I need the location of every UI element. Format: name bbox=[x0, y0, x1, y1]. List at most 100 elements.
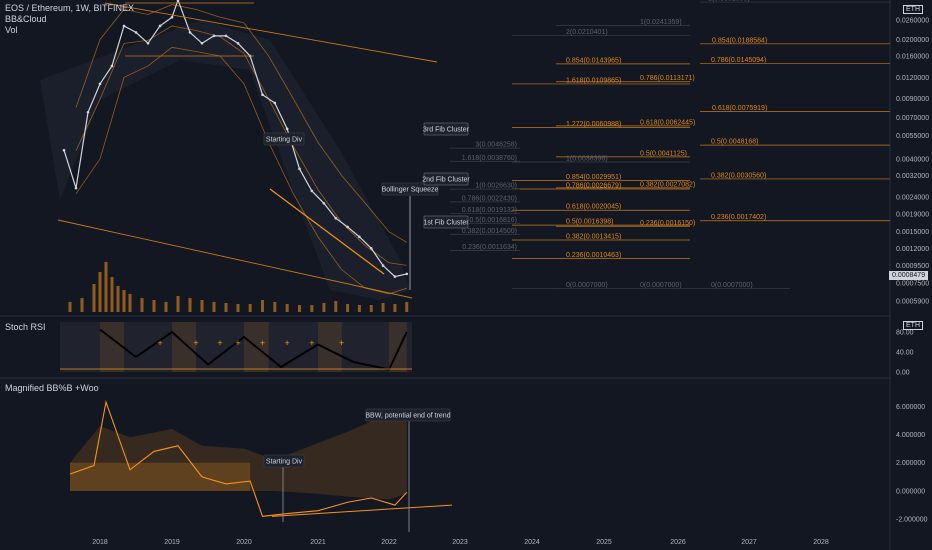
price-axis-tick: 0.0090000 bbox=[896, 96, 929, 103]
time-axis-tick: 2024 bbox=[524, 539, 540, 546]
time-axis-tick: 2020 bbox=[236, 539, 252, 546]
price-axis-tick: 0.0260000 bbox=[896, 18, 929, 25]
volume-bar bbox=[68, 302, 72, 312]
price-axis-tick: 0.0032000 bbox=[896, 173, 929, 180]
stoch-rsi-title[interactable]: Stoch RSI bbox=[5, 322, 46, 332]
bbpct-line bbox=[69, 399, 408, 517]
volume-bar bbox=[273, 302, 277, 312]
divergence-line-indicator bbox=[271, 504, 453, 517]
volume-bar bbox=[405, 302, 409, 312]
stoch-cross-marker: + bbox=[309, 338, 314, 348]
price-point bbox=[358, 235, 361, 239]
fib-level-label: 3(0.0046258) bbox=[475, 142, 517, 149]
fib-cluster-1-label-box bbox=[423, 215, 469, 229]
volume-bar bbox=[98, 272, 102, 312]
volume-bar bbox=[261, 300, 264, 312]
bb-cloud-area bbox=[40, 20, 410, 300]
magnified-title[interactable]: Magnified BB%B +Woo bbox=[5, 383, 99, 393]
price-point bbox=[393, 275, 397, 278]
fib-level-label: 0.618(0.0062445) bbox=[640, 119, 695, 126]
volume-bar bbox=[140, 298, 144, 312]
indicator-volume[interactable]: Vol bbox=[5, 25, 18, 35]
price-axis-tick: 0.0120000 bbox=[896, 75, 929, 82]
fib-level-label: 0.236(0.0011634) bbox=[462, 244, 517, 251]
fib-level-label: 0(0.0007000) bbox=[566, 282, 608, 289]
price-point bbox=[346, 225, 349, 229]
price-point bbox=[146, 41, 150, 45]
volume-bar bbox=[92, 284, 96, 312]
fib-cluster-3-label: 3rd Fib Cluster bbox=[423, 127, 470, 134]
price-point bbox=[298, 167, 301, 171]
price-point bbox=[170, 15, 174, 19]
stoch-axis-tick: 0.00 bbox=[896, 370, 910, 377]
last-price-tag: 0.0008479 bbox=[889, 271, 929, 280]
time-axis-tick: 2026 bbox=[670, 539, 686, 546]
fib-level-label: 0.854(0.0143965) bbox=[566, 57, 621, 64]
fib-cluster-1-label: 1st Fib Cluster bbox=[423, 220, 469, 227]
price-point bbox=[158, 24, 162, 28]
symbol-title[interactable]: EOS / Ethereum, 1W, BITFINEX bbox=[5, 3, 135, 13]
volume-bar bbox=[80, 298, 84, 312]
price-point bbox=[381, 264, 385, 267]
price-point bbox=[74, 186, 78, 190]
indicator-bb-cloud[interactable]: BB&Cloud bbox=[5, 14, 47, 24]
stoch-axis-tick: 80.00 bbox=[896, 330, 914, 337]
volume-bar bbox=[164, 302, 168, 312]
starting-div-bottom-annotation-box bbox=[263, 454, 305, 468]
fib-level-label: 0.5(0.0041125) bbox=[640, 150, 687, 157]
fib-level-label: 1(0.0026630) bbox=[475, 183, 517, 190]
magnified-axis-tick: 0.000000 bbox=[896, 488, 925, 495]
time-axis-tick: 2023 bbox=[452, 539, 468, 546]
fib-level-label: 1(0.0331095) bbox=[708, 0, 750, 3]
fib-level-label: 0.382(0.0013415) bbox=[566, 234, 621, 241]
volume-bar bbox=[188, 298, 192, 312]
stoch-cross-marker: + bbox=[157, 338, 162, 348]
volume-bar bbox=[122, 290, 126, 312]
price-axis-tick: 0.0200000 bbox=[896, 37, 929, 44]
stoch-highlight bbox=[318, 322, 342, 372]
fib-level-label: 0.854(0.0188584) bbox=[712, 37, 767, 44]
price-axis-tick: 0.0160000 bbox=[896, 54, 929, 61]
fib-level-label: 0(0.0007000) bbox=[711, 282, 753, 289]
magnified-axis-tick: 4.000000 bbox=[896, 432, 925, 439]
magnified-axis-tick: -2.000000 bbox=[896, 517, 928, 524]
fib-level-label: 0.618(0.0020045) bbox=[566, 204, 621, 211]
fib-level-label: 0.786(0.0113171) bbox=[640, 75, 695, 82]
price-axis-tick: 0.0009500 bbox=[896, 263, 929, 270]
fib-level-label: 0.5(0.0016816) bbox=[470, 217, 517, 224]
price-axis-tick: 0.0055000 bbox=[896, 133, 929, 140]
price-axis-tick: 0.0005900 bbox=[896, 299, 929, 306]
bb-lower-band bbox=[75, 46, 407, 295]
stoch-cross-marker: + bbox=[260, 338, 265, 348]
fib-level-label: 0.786(0.0145094) bbox=[711, 57, 766, 64]
volume-bar bbox=[285, 304, 289, 312]
price-point bbox=[261, 93, 264, 97]
price-point bbox=[110, 64, 114, 68]
time-axis-tick: 2025 bbox=[596, 539, 612, 546]
volume-bar bbox=[128, 294, 132, 312]
fib-level-label: 0.854(0.0029951) bbox=[566, 174, 621, 181]
stoch-axis-tick: 40.00 bbox=[896, 350, 914, 357]
volume-bar bbox=[357, 305, 361, 312]
magnified-cloud bbox=[70, 411, 407, 500]
fib-level-label: 0.618(0.0075919) bbox=[712, 105, 767, 112]
price-axis-tick: 0.0040000 bbox=[896, 156, 929, 163]
starting-div-bottom-annotation: Starting Div bbox=[266, 459, 303, 466]
volume-bar bbox=[346, 304, 350, 312]
volume-bar bbox=[310, 305, 314, 312]
stoch-highlight bbox=[100, 322, 124, 372]
price-point bbox=[236, 41, 240, 45]
volume-bar bbox=[212, 302, 216, 312]
stoch-cross-marker: + bbox=[235, 338, 240, 348]
time-axis-tick: 2027 bbox=[741, 539, 757, 546]
price-point bbox=[200, 41, 204, 45]
fib-level-label: 0.618(0.0019132) bbox=[462, 207, 517, 214]
fib-level-label: 1.618(0.0038760) bbox=[462, 155, 517, 162]
price-axis-tick: 0.0007500 bbox=[896, 281, 929, 288]
price-axis-tick: 0.0070000 bbox=[896, 115, 929, 122]
price-point bbox=[98, 82, 102, 86]
bollinger-squeeze-annotation: Bollinger Squeeze bbox=[382, 187, 439, 194]
time-axis-tick: 2022 bbox=[381, 539, 397, 546]
time-axis-tick: 2028 bbox=[813, 539, 829, 546]
